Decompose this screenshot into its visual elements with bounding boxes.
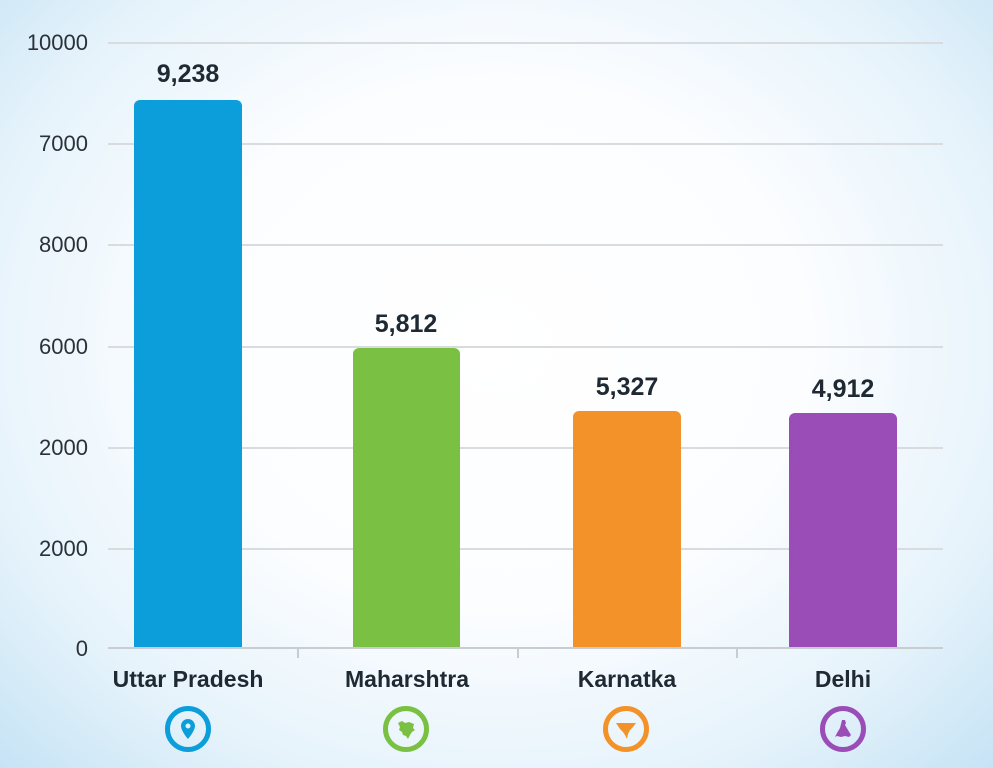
x-tick xyxy=(297,648,299,658)
x-axis xyxy=(108,647,943,649)
gridline xyxy=(108,42,943,44)
state-map-icon xyxy=(383,706,429,752)
bar-karnatka xyxy=(573,411,681,648)
bar-value-label: 5,327 xyxy=(595,373,659,401)
category-label: Uttar Pradesh xyxy=(112,666,264,692)
y-tick-label: 8000 xyxy=(39,232,88,257)
bar-value-label: 5,812 xyxy=(374,310,438,338)
bar-uttar-pradesh xyxy=(134,100,242,648)
x-tick xyxy=(736,648,738,658)
category-label: Maharshtra xyxy=(345,666,469,692)
gridline xyxy=(108,346,943,348)
bar-value-label: 4,912 xyxy=(811,375,875,403)
y-tick-label: 2000 xyxy=(39,536,88,561)
category-label: Delhi xyxy=(814,666,872,692)
map-pin-icon xyxy=(165,706,211,752)
y-tick-label: 7000 xyxy=(39,131,88,156)
bar-maharshtra xyxy=(353,348,460,648)
gridline xyxy=(108,244,943,246)
x-tick xyxy=(517,648,519,658)
bar-value-label: 9,238 xyxy=(156,60,220,88)
gridline xyxy=(108,143,943,145)
gridline xyxy=(108,447,943,449)
category-label: Karnatka xyxy=(577,666,677,692)
state-map-icon xyxy=(603,706,649,752)
state-map-icon xyxy=(820,706,866,752)
y-tick-label: 10000 xyxy=(26,30,88,55)
bar-delhi xyxy=(789,413,897,648)
gridline xyxy=(108,548,943,550)
y-tick-label: 6000 xyxy=(39,334,88,359)
y-tick-label: 2000 xyxy=(39,435,88,460)
y-tick-label: 0 xyxy=(75,636,88,661)
